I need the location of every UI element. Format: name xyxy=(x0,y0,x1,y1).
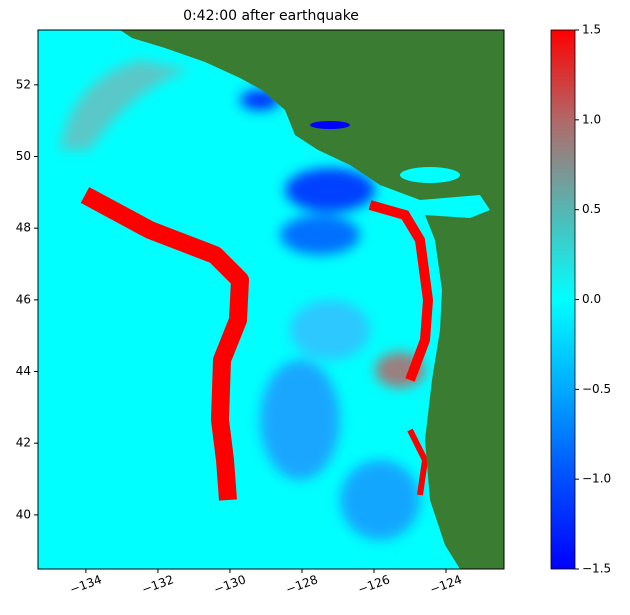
x-tick-label: −130 xyxy=(212,572,248,596)
colorbar-tick-label: −1.0 xyxy=(582,472,611,486)
map-field xyxy=(38,30,504,569)
y-tick-label: 44 xyxy=(16,364,31,378)
y-tick-label: 40 xyxy=(16,507,31,521)
colorbar-tick-label: 0.0 xyxy=(582,292,601,306)
colorbar-tick-label: 0.5 xyxy=(582,202,601,216)
x-tick-label: −132 xyxy=(140,572,176,596)
y-tick-label: 42 xyxy=(16,436,31,450)
y-tick-label: 48 xyxy=(16,221,31,235)
colorbar-tick-label: −1.5 xyxy=(582,562,611,576)
colorbar-tick-label: 1.0 xyxy=(582,112,601,126)
x-tick-label: −126 xyxy=(356,572,392,596)
colorbar-tick-label: 1.5 xyxy=(582,23,601,37)
chart-title: 0:42:00 after earthquake xyxy=(183,8,359,24)
y-tick-label: 52 xyxy=(16,77,31,91)
colorbar-tick-label: −0.5 xyxy=(582,382,611,396)
y-tick-label: 46 xyxy=(16,292,31,306)
x-tick-label: −134 xyxy=(68,572,104,596)
x-tick-label: −128 xyxy=(284,572,320,596)
colorbar xyxy=(550,29,576,570)
x-tick-label: −124 xyxy=(428,572,464,596)
y-tick-label: 50 xyxy=(16,149,31,163)
